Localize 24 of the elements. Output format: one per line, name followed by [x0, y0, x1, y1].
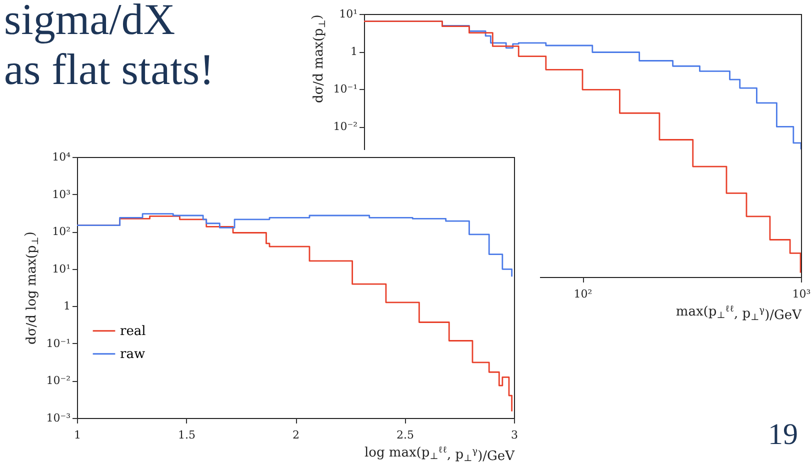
y-tick-label: 10⁴ — [52, 150, 72, 164]
text: as flat stats! — [4, 44, 214, 95]
y-tick-label: 10⁻¹ — [333, 82, 358, 96]
y-tick-label: 10³ — [52, 188, 70, 201]
y-tick-label: 1 — [64, 300, 70, 313]
x-axis-title: max(p$_{⊥}$$^{ℓℓ}$, p$_{⊥}$$^{γ}$)/GeV — [676, 304, 802, 324]
y-tick-label: 10⁻³ — [46, 412, 70, 424]
x-tick-label: 1 — [74, 428, 81, 442]
x-tick-label: 2 — [292, 428, 300, 442]
y-tick-label: 10⁻¹ — [46, 336, 70, 350]
x-tick-label: 1.5 — [178, 428, 196, 442]
text: sigma/dX — [4, 0, 176, 45]
legend-label: real — [120, 324, 146, 339]
x-tick-label: 3 — [511, 428, 518, 442]
y-tick-label: 10¹ — [52, 262, 70, 276]
y-tick-label: 10⁻² — [333, 120, 358, 134]
x-axis-title: log max(p$_{⊥}$$^{ℓℓ}$, p$_{⊥}$$^{γ}$)/GeV — [364, 445, 516, 462]
y-tick-label: 10⁻² — [46, 374, 70, 388]
legend-label: raw — [120, 346, 146, 362]
x-tick-label: 2.5 — [396, 428, 414, 442]
y-tick-label: 10² — [52, 225, 70, 238]
y-tick-label: 1 — [350, 45, 358, 58]
y-tick-label: 10¹ — [339, 8, 358, 20]
text: 19 — [768, 418, 798, 452]
